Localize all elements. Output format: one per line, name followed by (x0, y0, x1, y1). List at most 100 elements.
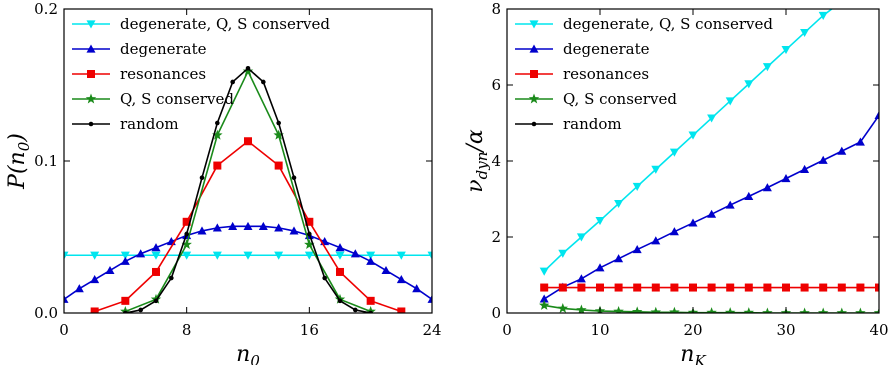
legend-item: degenerate, Q, S conserved (515, 15, 773, 33)
data-point (90, 251, 100, 260)
data-point (855, 137, 865, 146)
legend-label: random (120, 115, 179, 133)
y-tick-label: 6 (491, 76, 501, 94)
x-axis-label: nK (680, 342, 706, 365)
data-point (366, 296, 375, 305)
legend-label: resonances (563, 65, 649, 83)
series-5 (123, 65, 373, 313)
data-point (244, 137, 252, 146)
data-point (245, 65, 251, 71)
data-point (613, 305, 624, 313)
data-point (819, 283, 828, 292)
data-point (184, 231, 189, 237)
data-point (818, 155, 828, 164)
legend-marker (529, 44, 539, 53)
data-point (633, 283, 642, 292)
legend-marker (528, 93, 540, 104)
data-point (304, 239, 315, 250)
data-point (396, 275, 406, 284)
data-point (558, 283, 567, 292)
data-point (800, 164, 810, 173)
data-point (212, 251, 222, 260)
data-point (818, 11, 828, 20)
data-point (64, 251, 69, 260)
data-point (538, 299, 550, 310)
y-tick-label: 0.2 (34, 0, 58, 18)
data-point (274, 223, 284, 232)
data-point (74, 284, 84, 293)
data-point (837, 283, 846, 292)
data-point (228, 221, 238, 230)
legend-item: Q, S conserved (72, 90, 234, 108)
legend-marker (86, 44, 96, 53)
data-point (744, 80, 754, 89)
data-point (427, 294, 432, 303)
data-point (397, 307, 406, 313)
legend-marker (87, 70, 95, 78)
data-point (136, 249, 146, 258)
series-2 (539, 110, 879, 303)
data-point (688, 218, 698, 227)
legend-marker (529, 20, 539, 29)
data-point (781, 173, 791, 183)
data-point (837, 146, 847, 155)
series-3 (90, 137, 406, 313)
data-point (707, 114, 717, 123)
data-point (120, 256, 130, 265)
data-point (212, 223, 222, 232)
data-point (242, 65, 254, 76)
data-point (353, 307, 358, 313)
data-point (151, 251, 161, 260)
data-point (873, 307, 879, 313)
data-point (688, 131, 698, 140)
series-line (543, 114, 879, 300)
data-point (837, 0, 846, 6)
data-point (726, 283, 735, 292)
data-point (725, 97, 735, 106)
data-point (336, 267, 344, 276)
data-point (213, 161, 222, 170)
y-axis-label: νdyn/α (463, 129, 491, 193)
data-point (577, 283, 586, 292)
data-point (874, 110, 879, 119)
data-point (744, 191, 754, 200)
x-tick-label: 20 (683, 321, 702, 339)
data-point (121, 296, 130, 305)
data-point (614, 254, 624, 263)
legend-item: random (72, 115, 179, 133)
legend-label: Q, S conserved (563, 90, 677, 108)
data-point (689, 283, 697, 292)
legend-marker (88, 121, 94, 127)
data-point (817, 307, 829, 313)
legend-item: degenerate (72, 40, 207, 58)
data-point (182, 251, 192, 260)
data-point (365, 305, 376, 313)
data-point (197, 226, 207, 235)
legend-marker (85, 93, 97, 104)
data-point (215, 120, 220, 126)
data-point (151, 243, 161, 252)
data-point (743, 307, 755, 313)
data-point (396, 251, 406, 260)
data-point (289, 226, 299, 235)
data-point (258, 221, 268, 230)
data-point (614, 199, 624, 209)
series-4 (538, 299, 879, 313)
data-point (557, 302, 569, 313)
x-tick-label: 0 (502, 321, 512, 339)
data-point (350, 249, 360, 258)
data-point (707, 209, 717, 218)
legend-marker (531, 121, 537, 127)
x-tick-label: 30 (776, 321, 795, 339)
data-point (651, 165, 661, 174)
data-point (875, 283, 879, 292)
legend-label: degenerate (120, 40, 207, 58)
legend: degenerate, Q, S conserved degenerate reso… (515, 15, 773, 133)
data-point (274, 251, 284, 260)
y-tick-label: 2 (491, 228, 501, 246)
data-point (307, 231, 312, 237)
data-point (381, 265, 391, 275)
y-tick-label: 0.0 (34, 304, 58, 322)
data-point (800, 28, 810, 38)
chart-panel-2: 0 10 20 30 40 0 2 4 6 8 nK νdyn/α degenerate, Q, S c… (463, 0, 889, 365)
